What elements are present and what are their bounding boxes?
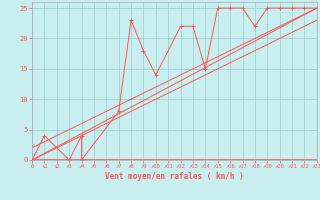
- X-axis label: Vent moyen/en rafales ( km/h ): Vent moyen/en rafales ( km/h ): [105, 172, 244, 181]
